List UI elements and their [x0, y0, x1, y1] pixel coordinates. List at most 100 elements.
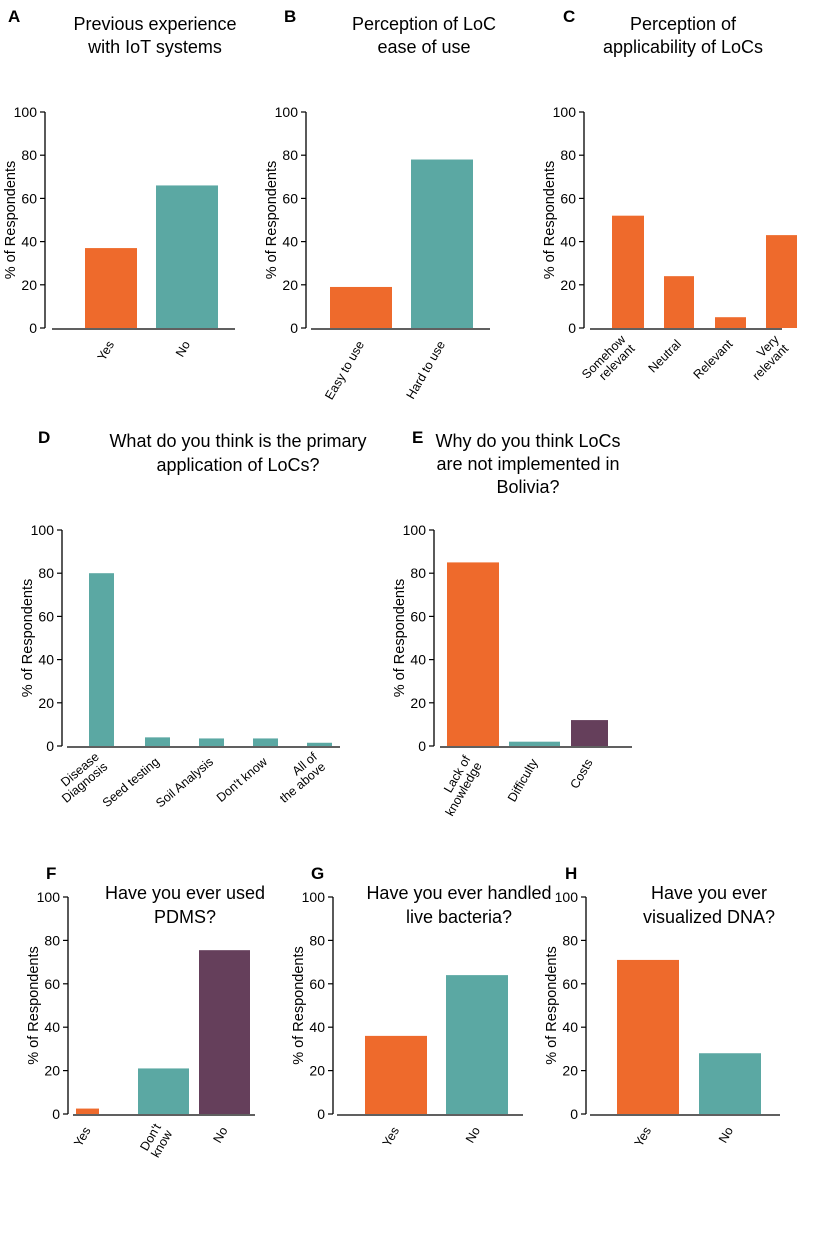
panel-a-ytick-label-40: 40	[21, 234, 37, 250]
panel-b-ytick-label-80: 80	[282, 147, 298, 163]
panel-e-ytick-label-0: 0	[418, 738, 426, 754]
bar-c-somehow-relevant	[612, 215, 644, 328]
panel-e-xtick-difficulty: Difficulty	[505, 756, 541, 804]
panel-e-xtick-costs: Costs	[567, 757, 595, 792]
panel-g-title: Have you ever handled live bacteria?	[366, 883, 551, 927]
panel-h-xtick-yes: Yes	[632, 1125, 654, 1150]
panel-f-xtick-don-t-know: Don'tknow	[137, 1120, 175, 1160]
bar-f-don-t-know	[138, 1068, 189, 1114]
bar-e-lack-of-knowledge	[447, 562, 499, 746]
panel-f-ytick-label-40: 40	[44, 1019, 60, 1035]
bar-b-easy-to-use	[330, 286, 392, 328]
panel-a-ytick-label-80: 80	[21, 147, 37, 163]
panel-f-xtick-yes: Yes	[71, 1125, 93, 1150]
bar-d-all-of-the-above	[307, 742, 332, 746]
panel-e-ytick-label-40: 40	[410, 652, 426, 668]
panel-c-ytick-label-100: 100	[553, 104, 577, 120]
bar-d-don-t-know	[253, 738, 278, 746]
panel-e-ytick-label-80: 80	[410, 565, 426, 581]
panel-d-xtick-don-t-know: Don't know	[214, 754, 271, 805]
panel-c-xtick-somehow-relevant: Somehowrelevant	[579, 332, 638, 391]
panel-b-letter: B	[284, 7, 296, 26]
panel-d-title: What do you think is the primary applicat…	[109, 431, 366, 475]
panel-f-ytick-label-60: 60	[44, 976, 60, 992]
panel-e-ytick-label-100: 100	[403, 522, 427, 538]
panel-a-letter: A	[8, 7, 20, 26]
panel-e-ytick-label-20: 20	[410, 695, 426, 711]
panel-d-ytick-label-60: 60	[38, 608, 54, 624]
panel-a-ylabel: % of Respondents	[3, 161, 19, 280]
panel-g-letter: G	[311, 864, 324, 883]
panel-e-ylabel: % of Respondents	[392, 579, 408, 698]
panel-b-ylabel: % of Respondents	[264, 161, 280, 280]
panel-e-ytick-label-60: 60	[410, 608, 426, 624]
panel-d-ylabel: % of Respondents	[20, 579, 36, 698]
panel-b-xtick-hard-to-use: Hard to use	[404, 338, 448, 401]
panel-f-ytick-label-20: 20	[44, 1063, 60, 1079]
bar-e-costs	[571, 720, 608, 746]
panel-e-xtick-lack-of-knowledge: Lack ofknowledge	[431, 753, 485, 819]
panel-e-letter: E	[412, 428, 423, 447]
panel-d-ytick-label-40: 40	[38, 652, 54, 668]
panel-d-ytick-label-80: 80	[38, 565, 54, 581]
panel-h-ytick-label-40: 40	[562, 1019, 578, 1035]
bar-e-difficulty	[509, 741, 560, 746]
panel-d-xtick-soil-analysis: Soil Analysis	[153, 755, 216, 811]
panel-e: E Why do you think LoCs are not implemente…	[392, 428, 632, 819]
panel-g-xtick-no: No	[463, 1124, 483, 1145]
panel-c: C Perception of applicability of LoCs 0 20 40…	[542, 7, 797, 391]
panel-h-xtick-no: No	[716, 1124, 736, 1145]
panel-b-xtick-easy-to-use: Easy to use	[322, 338, 367, 402]
panel-g-ytick-label-40: 40	[309, 1019, 325, 1035]
panel-c-letter: C	[563, 7, 575, 26]
panel-h-ytick-label-80: 80	[562, 932, 578, 948]
panel-d-xtick-all-of-the-above: All ofthe above	[269, 749, 329, 805]
panel-d: D What do you think is the primary applica…	[20, 428, 367, 810]
panel-c-xtick-neutral: Neutral	[646, 337, 684, 375]
panel-a-ytick-label-60: 60	[21, 190, 37, 206]
panel-f: F Have you ever used PDMS? 0 20 40 60 80 100 % of…	[26, 864, 265, 1160]
panel-h-title: Have you ever visualized DNA?	[643, 883, 775, 927]
panel-d-xtick-seed-testing: Seed testing	[100, 755, 162, 810]
panel-c-ytick-label-60: 60	[560, 190, 576, 206]
panel-c-ytick-label-20: 20	[560, 277, 576, 293]
panel-b: B Perception of LoC ease of use 0 20 40 60 80 10…	[264, 7, 496, 402]
panel-c-xtick-relevant: Relevant	[691, 337, 736, 382]
panel-h-ytick-label-60: 60	[562, 976, 578, 992]
bar-g-no	[446, 975, 508, 1114]
panel-f-ytick-label-100: 100	[37, 889, 61, 905]
panel-a-ytick-label-100: 100	[14, 104, 38, 120]
bar-a-no	[156, 185, 218, 328]
bar-h-yes	[617, 959, 679, 1114]
bar-d-seed-testing	[145, 737, 170, 746]
bar-c-very-relevant	[766, 235, 797, 328]
panel-c-ytick-label-0: 0	[568, 320, 576, 336]
panel-a-title: Previous experience with IoT systems	[73, 14, 236, 57]
panel-g-ytick-label-100: 100	[302, 889, 326, 905]
panel-d-ytick-label-0: 0	[46, 738, 54, 754]
panel-d-letter: D	[38, 428, 50, 447]
panel-h: H Have you ever visualized DNA? 0 20 40 60 80 10…	[544, 864, 780, 1149]
panel-d-ytick-label-20: 20	[38, 695, 54, 711]
panel-h-ytick-label-20: 20	[562, 1063, 578, 1079]
panel-h-ytick-label-0: 0	[570, 1106, 578, 1122]
panel-b-ytick-label-60: 60	[282, 190, 298, 206]
panel-f-ylabel: % of Respondents	[26, 946, 42, 1065]
panel-c-xtick-very-relevant: Veryrelevant	[740, 332, 791, 383]
panel-g-ytick-label-60: 60	[309, 976, 325, 992]
panel-g-ylabel: % of Respondents	[291, 946, 307, 1065]
panel-c-ylabel: % of Respondents	[542, 161, 558, 280]
panel-b-ytick-label-0: 0	[290, 320, 298, 336]
panel-g: G Have you ever handled live bacteria? 0 20 4…	[291, 864, 552, 1149]
panel-a: A Previous experience with IoT systems 0 20 4…	[3, 7, 237, 363]
bar-d-soil-analysis	[199, 738, 224, 746]
panel-f-letter: F	[46, 864, 56, 883]
panel-g-ytick-label-0: 0	[317, 1106, 325, 1122]
panel-c-ytick-label-40: 40	[560, 234, 576, 250]
bar-b-hard-to-use	[411, 159, 473, 328]
panel-a-xtick-yes: Yes	[95, 339, 117, 364]
bar-a-yes	[85, 248, 137, 328]
panel-c-title: Perception of applicability of LoCs	[603, 14, 763, 57]
